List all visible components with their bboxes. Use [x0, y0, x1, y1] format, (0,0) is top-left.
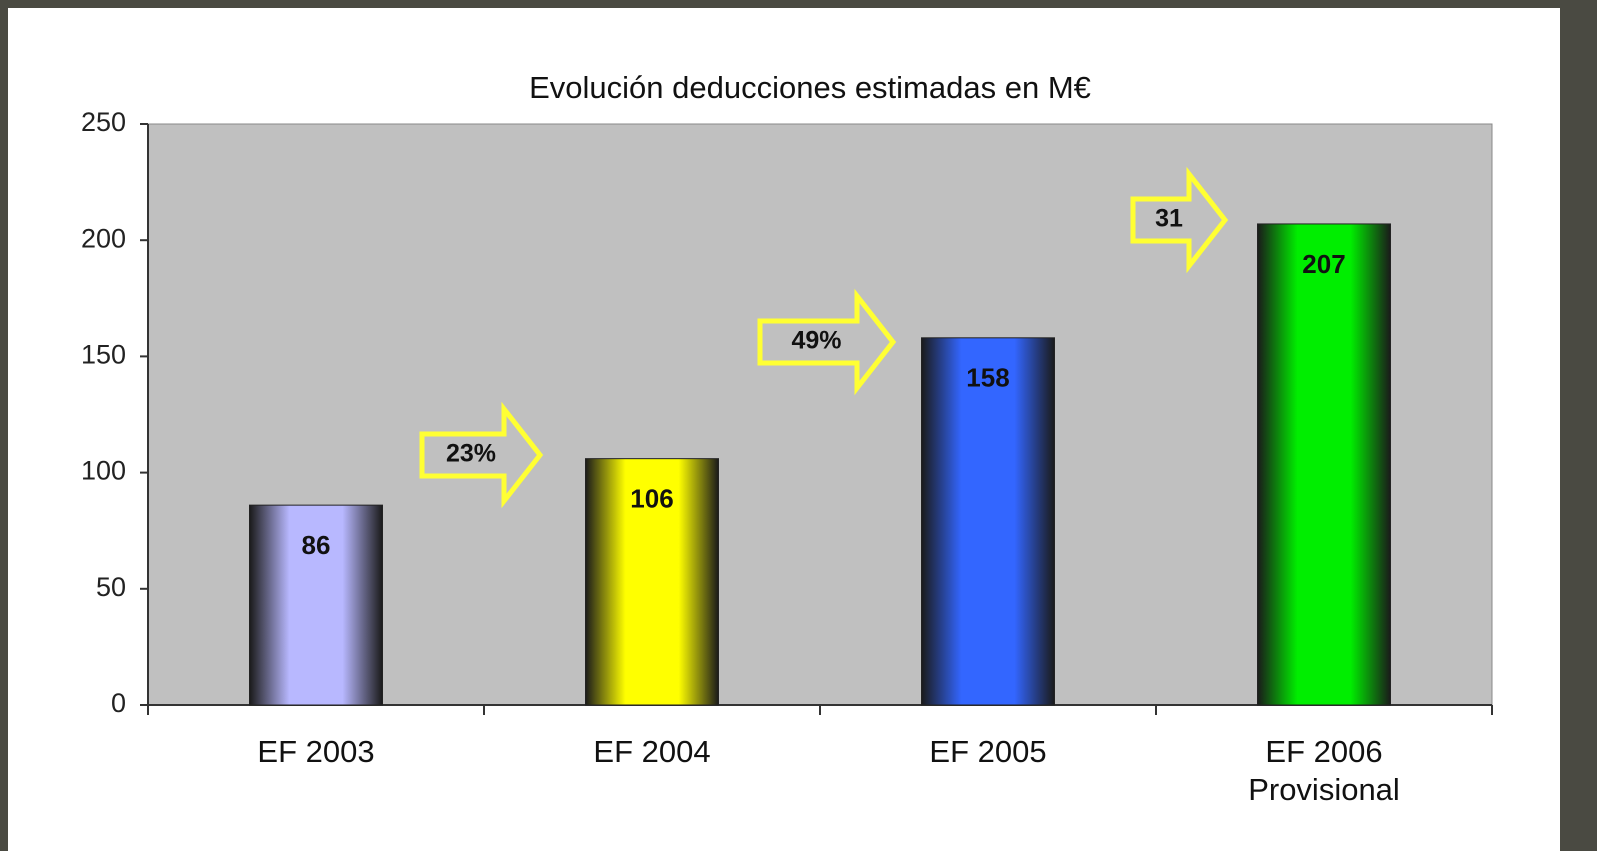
annotation: 31	[1155, 205, 1183, 233]
data-label: 106	[630, 484, 673, 514]
y-tick-label: 150	[81, 340, 126, 370]
bar	[249, 504, 383, 706]
annotation: 23%	[446, 440, 496, 468]
y-tick-label: 50	[96, 572, 126, 602]
bar	[1257, 223, 1391, 706]
x-tick-label: EF 2003	[257, 734, 375, 769]
data-label: 86	[302, 530, 331, 560]
y-tick-label: 0	[111, 688, 126, 718]
y-tick-label: 200	[81, 223, 126, 253]
x-tick-label: EF 2005	[929, 734, 1047, 769]
y-tick-label: 100	[81, 456, 126, 486]
x-tick-label: EF 2004	[593, 734, 711, 769]
y-tick-label: 250	[81, 107, 126, 137]
bar	[921, 337, 1055, 706]
data-label: 158	[966, 363, 1009, 393]
annotation: 49%	[791, 327, 841, 355]
data-label: 207	[1302, 249, 1345, 279]
chart-title: Evolución deducciones estimadas en M€	[529, 70, 1091, 105]
annotation-arrow	[757, 288, 897, 396]
annotation-arrow	[419, 401, 544, 509]
x-tick-label: EF 2006 Provisional	[1248, 734, 1400, 807]
bar	[585, 458, 719, 706]
annotation-arrow	[1130, 166, 1229, 274]
